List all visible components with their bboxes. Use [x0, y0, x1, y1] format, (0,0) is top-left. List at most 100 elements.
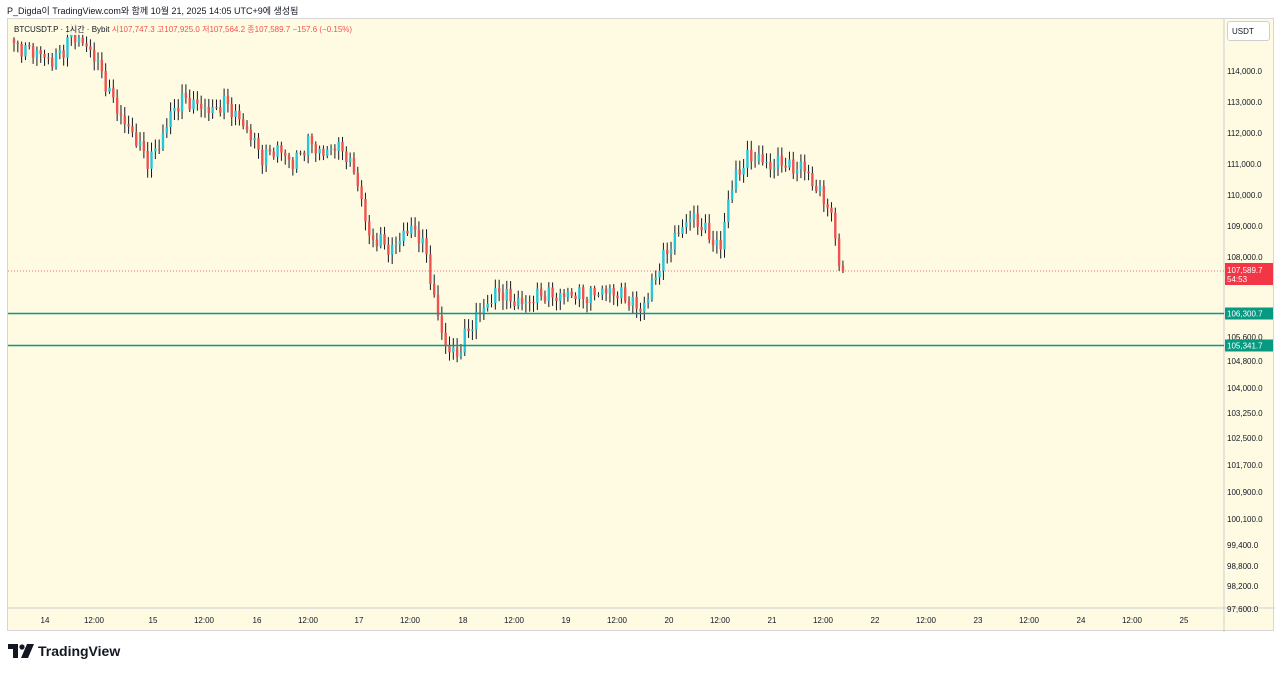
- candle[interactable]: [276, 145, 279, 157]
- candle[interactable]: [585, 299, 589, 304]
- candle[interactable]: [658, 270, 661, 278]
- candle[interactable]: [322, 148, 325, 156]
- candle[interactable]: [242, 119, 245, 127]
- candle[interactable]: [616, 295, 619, 299]
- candle[interactable]: [433, 283, 436, 295]
- candle[interactable]: [20, 43, 23, 57]
- candle[interactable]: [371, 235, 375, 240]
- candle[interactable]: [394, 244, 398, 246]
- candle[interactable]: [811, 173, 814, 187]
- candle[interactable]: [574, 295, 577, 299]
- candle[interactable]: [421, 238, 424, 244]
- candle[interactable]: [822, 186, 826, 205]
- candle[interactable]: [490, 302, 493, 304]
- candle[interactable]: [505, 288, 508, 301]
- candle[interactable]: [226, 95, 230, 105]
- candle[interactable]: [249, 129, 253, 141]
- candle[interactable]: [62, 50, 65, 58]
- candle[interactable]: [245, 126, 249, 130]
- candle[interactable]: [257, 138, 260, 150]
- candle[interactable]: [708, 222, 711, 240]
- candle[interactable]: [677, 232, 680, 234]
- candle[interactable]: [211, 107, 214, 114]
- candle[interactable]: [272, 151, 275, 157]
- candle[interactable]: [612, 287, 615, 296]
- candle[interactable]: [803, 161, 806, 172]
- candle[interactable]: [635, 296, 638, 309]
- candle[interactable]: [383, 234, 386, 245]
- candle[interactable]: [795, 169, 799, 174]
- candle[interactable]: [566, 291, 570, 297]
- candle[interactable]: [85, 43, 88, 47]
- candle[interactable]: [734, 169, 738, 190]
- candle[interactable]: [333, 148, 337, 151]
- candle[interactable]: [230, 104, 233, 117]
- candle[interactable]: [196, 99, 199, 104]
- candle[interactable]: [413, 225, 417, 231]
- currency-unit-button[interactable]: USDT: [1227, 21, 1270, 41]
- candle[interactable]: [620, 287, 623, 299]
- candle[interactable]: [291, 159, 295, 169]
- candle[interactable]: [509, 288, 512, 302]
- candlestick-chart[interactable]: 114,000.0 113,000.0 112,000.0 111,000.0 110,…: [8, 19, 1275, 632]
- candle[interactable]: [532, 302, 535, 304]
- candle[interactable]: [467, 328, 470, 331]
- candle[interactable]: [142, 140, 146, 151]
- candle[interactable]: [177, 107, 180, 112]
- candle[interactable]: [398, 240, 402, 245]
- candle[interactable]: [597, 294, 600, 296]
- candle[interactable]: [589, 287, 593, 304]
- candle[interactable]: [788, 159, 791, 168]
- candle[interactable]: [119, 113, 123, 116]
- candle[interactable]: [834, 212, 837, 239]
- candle[interactable]: [753, 160, 757, 162]
- candle[interactable]: [410, 225, 413, 234]
- candle[interactable]: [524, 302, 528, 305]
- candle[interactable]: [219, 107, 222, 113]
- candle[interactable]: [356, 172, 359, 187]
- candle[interactable]: [738, 169, 741, 175]
- candle[interactable]: [28, 45, 31, 47]
- candle[interactable]: [157, 148, 161, 150]
- candle[interactable]: [184, 93, 188, 99]
- candle[interactable]: [627, 301, 631, 306]
- candle[interactable]: [112, 87, 115, 98]
- candle[interactable]: [539, 288, 543, 297]
- candle[interactable]: [497, 288, 501, 293]
- candle[interactable]: [24, 45, 27, 57]
- candle[interactable]: [463, 328, 466, 353]
- candle[interactable]: [639, 308, 642, 312]
- candle[interactable]: [772, 167, 776, 170]
- candle[interactable]: [436, 294, 440, 317]
- candle[interactable]: [601, 288, 604, 295]
- candle[interactable]: [326, 149, 329, 156]
- candle[interactable]: [58, 50, 62, 54]
- candle[interactable]: [482, 307, 486, 314]
- candle[interactable]: [379, 234, 382, 247]
- candle[interactable]: [528, 302, 531, 304]
- candle[interactable]: [287, 155, 291, 160]
- candle[interactable]: [719, 239, 722, 250]
- candle[interactable]: [165, 127, 168, 134]
- candle[interactable]: [830, 207, 833, 213]
- candle[interactable]: [31, 46, 35, 58]
- candle[interactable]: [696, 213, 699, 227]
- candle[interactable]: [799, 161, 803, 170]
- candle[interactable]: [501, 292, 505, 301]
- candle[interactable]: [681, 227, 684, 234]
- candle[interactable]: [352, 157, 356, 173]
- candle[interactable]: [685, 222, 688, 228]
- candle[interactable]: [115, 97, 119, 114]
- candle[interactable]: [51, 57, 54, 67]
- candle[interactable]: [818, 186, 822, 191]
- candle[interactable]: [444, 332, 447, 347]
- candle[interactable]: [192, 99, 195, 110]
- candle[interactable]: [261, 149, 264, 166]
- candle[interactable]: [199, 103, 203, 109]
- candle[interactable]: [475, 312, 478, 330]
- candle[interactable]: [608, 287, 612, 294]
- candle[interactable]: [727, 199, 730, 222]
- candle[interactable]: [360, 186, 363, 200]
- candle[interactable]: [562, 293, 566, 297]
- candle[interactable]: [513, 301, 516, 307]
